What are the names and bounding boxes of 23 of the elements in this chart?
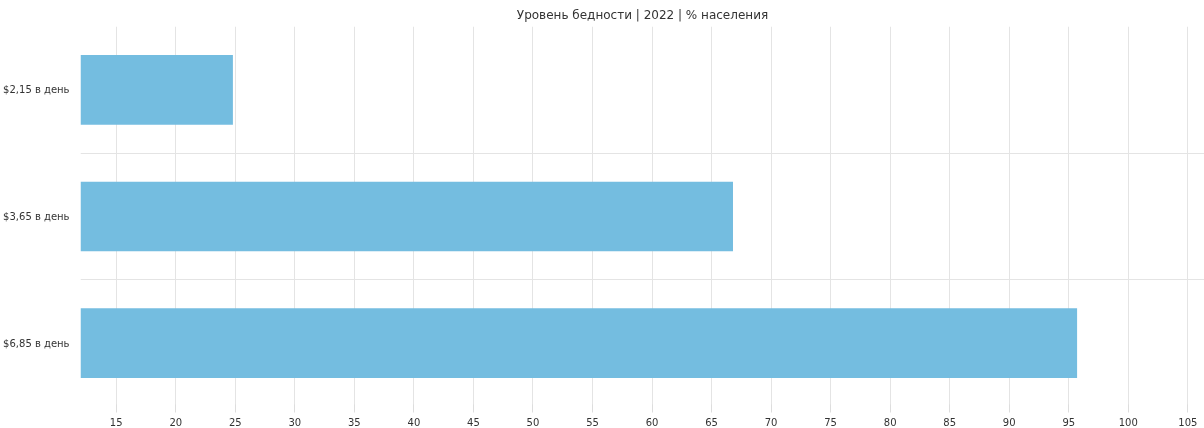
y-tick-label: $2,15 в день [3,84,70,96]
x-tick-label: 100 [1118,416,1138,428]
x-tick-label: 55 [586,416,599,428]
x-tick-label: 35 [347,416,361,428]
x-tick-label: 95 [1062,416,1076,428]
x-tick-label: 85 [943,416,957,428]
x-tick-label: 25 [228,416,242,428]
x-tick-label: 30 [288,416,302,428]
x-tick-label: 105 [1178,416,1198,428]
x-tick-label: 45 [467,416,480,428]
x-tick-label: 90 [1002,416,1016,428]
x-tick-label: 60 [645,416,659,428]
x-tick-label: 80 [883,416,897,428]
x-tick-label: 20 [169,416,183,428]
x-tick-label: 70 [764,416,778,428]
x-tick-label: 65 [705,416,718,428]
chart-title: Уровень бедности | 2022 | % населения [516,7,769,22]
x-tick-label: 40 [407,416,421,428]
x-tick-label: 50 [526,416,540,428]
x-tick-label: 15 [109,416,123,428]
x-tick-label: 75 [824,416,837,428]
y-tick-label: $3,65 в день [3,211,70,222]
y-tick-label: $6,85 в день [3,337,70,349]
